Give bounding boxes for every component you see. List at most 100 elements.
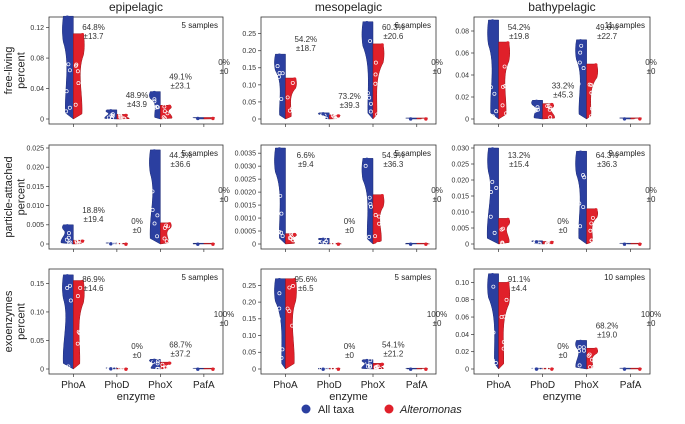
- data-point-all-taxa: [155, 213, 160, 218]
- data-point-alteromonas: [162, 116, 167, 121]
- x-axis-label: enzyme: [117, 391, 156, 403]
- max-point-all-taxa: [152, 149, 157, 153]
- max-point-alteromonas: [424, 367, 428, 371]
- violin-all-taxa-PhoX: [361, 158, 374, 245]
- data-point-alteromonas: [290, 323, 295, 328]
- violin-all-taxa-PhoD: [531, 100, 543, 120]
- sd-label-PhoA: ±19.8: [509, 32, 530, 41]
- max-point-alteromonas: [506, 41, 510, 45]
- y-tick-label: 0: [252, 116, 256, 123]
- data-point-alteromonas: [76, 81, 81, 86]
- data-point-alteromonas: [373, 213, 378, 217]
- percent-label-PafA: 100%: [214, 310, 234, 319]
- row-label-1: free-livingpercent: [3, 47, 28, 95]
- data-point-alteromonas: [75, 341, 80, 346]
- row-label-line: percent: [16, 303, 28, 340]
- data-point-all-taxa: [280, 234, 285, 239]
- data-point-alteromonas: [377, 221, 382, 226]
- column-title-mesopelagic: mesopelagic: [315, 0, 382, 14]
- sample-count-label: 9 samples: [609, 149, 645, 158]
- data-point-alteromonas: [543, 366, 547, 371]
- y-tick-label: 0.0025: [235, 177, 257, 184]
- max-point-alteromonas: [167, 361, 172, 365]
- data-point-all-taxa: [576, 81, 581, 86]
- percent-label-PafA: 0%: [645, 58, 657, 67]
- sample-count-label: 5 samples: [182, 149, 218, 158]
- legend-swatch-alteromonas: [384, 404, 394, 414]
- data-point-alteromonas: [504, 111, 509, 116]
- sd-label-PhoX: ±36.3: [383, 160, 404, 169]
- panel-epipelagic-row3: 00.050.100.15PhoA86.9%±14.6PhoD0%±0PhoX6…: [30, 268, 234, 403]
- y-tick-label: 0: [40, 116, 44, 123]
- sd-label-PafA: ±0: [220, 319, 229, 328]
- max-point-all-taxa: [408, 242, 413, 246]
- percent-label-PhoA: 18.8%: [82, 206, 105, 215]
- x-axis-label: enzyme: [329, 391, 368, 403]
- max-point-all-taxa: [408, 367, 413, 371]
- data-point-alteromonas: [587, 82, 592, 87]
- data-point-all-taxa: [279, 97, 284, 102]
- y-tick-label: 0.02: [455, 349, 469, 356]
- violin-all-taxa-PhoA: [487, 19, 499, 120]
- x-tick-label-PhoX: PhoX: [574, 380, 599, 391]
- data-point-all-taxa: [368, 204, 373, 209]
- y-tick-label: 0: [465, 241, 469, 248]
- percent-label-PhoD: 0%: [344, 217, 356, 226]
- max-point-alteromonas: [124, 242, 128, 246]
- max-point-all-taxa: [365, 21, 369, 25]
- panel-frame: [260, 144, 437, 250]
- max-point-all-taxa: [152, 90, 157, 95]
- data-point-all-taxa: [489, 190, 493, 194]
- sample-count-label: 5 samples: [395, 149, 431, 158]
- data-point-alteromonas: [373, 72, 378, 77]
- max-point-alteromonas: [292, 232, 297, 237]
- sd-label-PhoD: ±45.3: [553, 90, 574, 99]
- data-point-all-taxa: [280, 347, 285, 352]
- max-point-alteromonas: [638, 367, 642, 371]
- max-point-all-taxa: [622, 242, 627, 246]
- data-point-alteromonas: [75, 294, 80, 299]
- panel-mesopelagic-row2: 0 0.0005 0.0010 0.0015 0.0020 0.0025 0.0030 0.0…: [235, 144, 443, 252]
- data-point-all-taxa: [577, 363, 582, 368]
- sd-label-PhoX: ±19.0: [597, 330, 618, 339]
- data-point-alteromonas: [377, 366, 382, 371]
- data-point-all-taxa: [581, 66, 586, 71]
- data-point-all-taxa: [68, 298, 73, 303]
- data-point-all-taxa: [155, 359, 160, 364]
- data-point-all-taxa: [65, 286, 70, 290]
- percent-label-PhoA: 95.6%: [294, 275, 317, 284]
- max-point-all-taxa: [196, 116, 200, 121]
- y-tick-label: 0.010: [451, 209, 469, 216]
- row-labels: free-livingpercentparticle-attachedperce…: [3, 47, 28, 353]
- y-tick-label: 0: [40, 366, 44, 373]
- violin-alteromonas-PhoA: [498, 218, 510, 245]
- max-point-all-taxa: [490, 273, 495, 277]
- max-point-alteromonas: [80, 279, 85, 284]
- max-point-all-taxa: [65, 15, 70, 19]
- panel-frame: [48, 268, 224, 375]
- data-point-all-taxa: [67, 68, 72, 73]
- y-tick-label: 0: [465, 366, 469, 373]
- max-point-all-taxa: [408, 117, 413, 121]
- max-point-all-taxa: [490, 19, 495, 23]
- data-point-all-taxa: [156, 366, 161, 371]
- panel-frame: [260, 268, 437, 375]
- data-point-all-taxa: [277, 306, 282, 311]
- max-point-alteromonas: [167, 104, 172, 108]
- data-point-all-taxa: [494, 109, 499, 114]
- percent-label-PhoD: 0%: [557, 217, 569, 226]
- data-point-alteromonas: [501, 346, 506, 351]
- data-point-all-taxa: [64, 89, 69, 94]
- max-point-alteromonas: [124, 113, 128, 118]
- max-point-all-taxa: [578, 39, 583, 43]
- data-point-all-taxa: [577, 349, 581, 353]
- y-tick-label: 0.0030: [235, 164, 257, 171]
- data-point-alteromonas: [291, 106, 296, 111]
- data-point-all-taxa: [577, 345, 582, 350]
- sd-label-PhoA: ±6.5: [298, 284, 314, 293]
- data-point-all-taxa: [68, 283, 72, 288]
- data-point-all-taxa: [366, 91, 370, 96]
- max-point-all-taxa: [622, 117, 627, 121]
